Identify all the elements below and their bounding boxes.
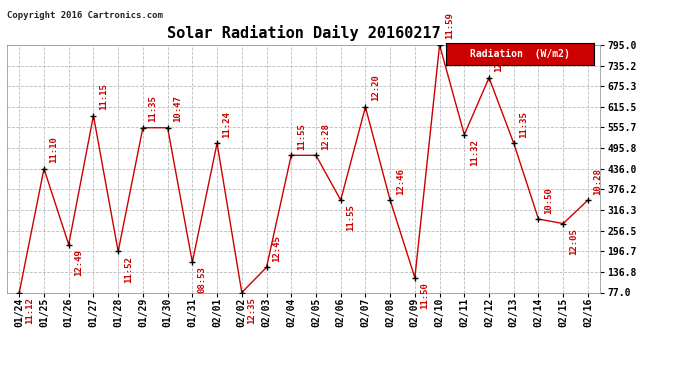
Title: Solar Radiation Daily 20160217: Solar Radiation Daily 20160217: [167, 26, 440, 41]
Text: 11:24: 11:24: [223, 111, 232, 138]
Text: 11:35: 11:35: [148, 95, 157, 122]
Text: 11:55: 11:55: [297, 123, 306, 150]
Text: 11:59: 11:59: [445, 13, 454, 39]
Text: 10:28: 10:28: [593, 168, 602, 195]
Text: 11:12: 11:12: [25, 297, 34, 324]
Text: 12:45: 12:45: [272, 235, 281, 262]
Text: 08:53: 08:53: [198, 266, 207, 293]
Text: 12:20: 12:20: [371, 75, 380, 102]
Text: 11:10: 11:10: [50, 136, 59, 163]
Text: 11:55: 11:55: [346, 204, 355, 231]
Text: 11:35: 11:35: [520, 111, 529, 138]
Text: 10:50: 10:50: [544, 187, 553, 213]
Text: 11:32: 11:32: [470, 139, 479, 166]
Text: Copyright 2016 Cartronics.com: Copyright 2016 Cartronics.com: [7, 11, 163, 20]
Text: 11:50: 11:50: [420, 282, 429, 309]
Text: 10:47: 10:47: [173, 95, 182, 122]
Text: 11:52: 11:52: [124, 256, 132, 282]
Text: 12:46: 12:46: [395, 168, 405, 195]
Text: 11:15: 11:15: [99, 83, 108, 110]
Text: 12:05: 12:05: [569, 228, 578, 255]
Text: 12:28: 12:28: [322, 123, 331, 150]
Text: 12:08: 12:08: [495, 45, 504, 72]
Text: 12:49: 12:49: [75, 249, 83, 276]
Text: 12:35: 12:35: [247, 297, 257, 324]
